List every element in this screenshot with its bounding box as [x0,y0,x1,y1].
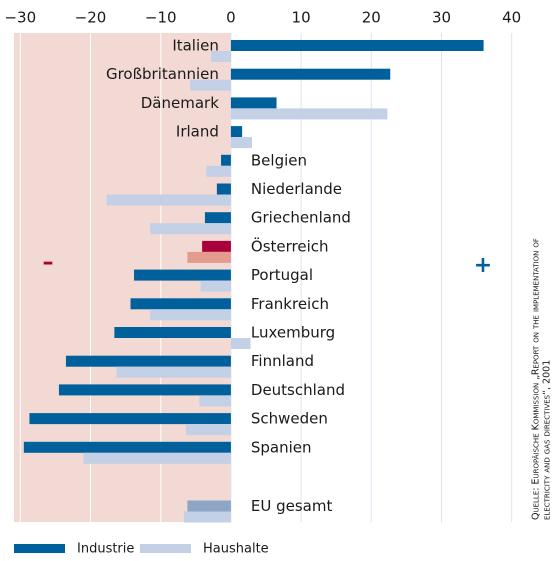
bar [230,108,388,120]
bar [150,309,231,321]
bar [200,280,231,292]
bar [204,212,231,224]
category-label: Schweden [251,410,328,428]
category-label: Finnland [251,352,314,370]
bar [130,298,231,310]
bar [23,441,231,453]
bar [114,327,231,338]
bar [202,240,231,252]
category-label: Italien [172,37,219,55]
bar [185,424,231,436]
annotation: – [43,250,54,275]
category-label: Großbritannien [106,65,219,83]
bar [150,223,231,235]
x-tick-label: 0 [226,9,236,27]
bar [230,68,391,80]
legend-label: Haushalte [203,542,269,557]
bar [230,338,251,349]
legend-swatch [140,544,191,553]
category-label: Luxemburg [251,324,335,342]
category-label: Deutschland [251,381,345,399]
category-label: Irland [176,123,219,141]
bar [187,500,231,512]
category-label: EU gesamt [251,497,333,515]
bar [106,194,231,206]
x-tick-label: 20 [362,9,381,27]
category-label: Österreich [251,236,329,255]
bar [134,269,231,281]
category-label: Griechenland [251,209,351,227]
x-tick-label: −20 [75,9,107,27]
category-label: Spanien [251,438,312,456]
category-label: Dänemark [141,94,219,112]
bar [29,413,231,425]
bar [216,183,231,195]
bar [230,137,252,149]
bar [83,452,231,464]
bar [187,251,231,263]
source-note: electricity and gas directives“, 2001 [542,360,553,520]
category-label: Niederlande [251,180,342,198]
bar [199,395,231,407]
bar [190,79,231,91]
source-note: Quelle: Europäische Kommission „Report o… [531,238,542,520]
category-label: Belgien [251,151,307,169]
bar [230,97,277,109]
bar [211,51,231,62]
category-label: Portugal [251,266,313,284]
legend-swatch [14,544,65,553]
bar [230,40,484,51]
bar [116,366,231,378]
bar [58,384,231,396]
x-tick-label: 30 [432,9,451,27]
bar [65,355,231,367]
bar [221,154,231,166]
bar [183,511,231,523]
category-label: Frankreich [251,295,329,313]
bar [206,165,231,177]
annotation: + [474,253,492,278]
x-tick-label: 10 [292,9,311,27]
x-tick-label: −10 [145,9,177,27]
x-tick-label: −30 [4,9,36,27]
x-tick-label: 40 [502,9,521,27]
bar [230,126,243,138]
legend-label: Industrie [77,542,134,557]
